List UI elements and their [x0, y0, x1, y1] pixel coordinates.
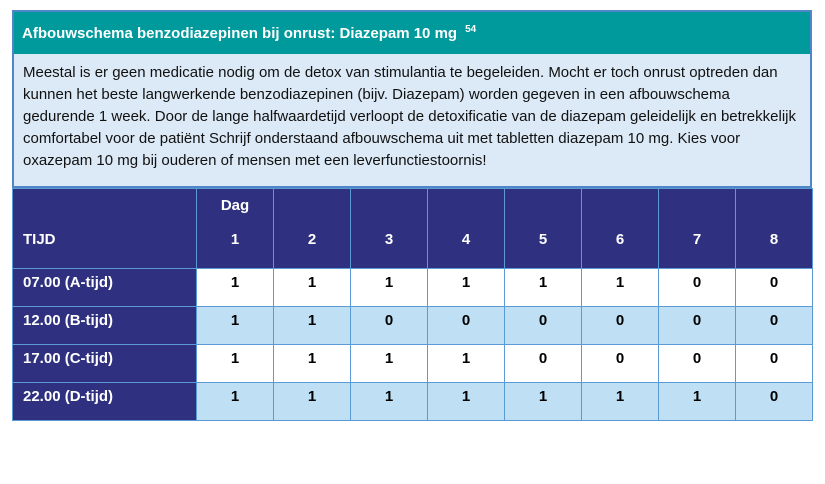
content-wrap: Afbouwschema benzodiazepinen bij onrust:… — [12, 10, 813, 421]
header-cell-day-8: 8 — [735, 188, 813, 269]
dose-cell: 1 — [273, 306, 351, 345]
table-header-row: TIJD Dag 1 2 3 — [12, 188, 813, 269]
title-bar: Afbouwschema benzodiazepinen bij onrust:… — [14, 12, 810, 54]
dose-cell: 0 — [735, 382, 813, 421]
header-spacer — [13, 189, 196, 223]
dose-cell: 1 — [427, 344, 505, 383]
intro-paragraph: Meestal is er geen medicatie nodig om de… — [14, 54, 810, 186]
dosing-schedule-table: TIJD Dag 1 2 3 — [12, 188, 813, 421]
dose-cell: 0 — [658, 306, 736, 345]
header-spacer — [428, 189, 504, 223]
day-number: 7 — [692, 231, 702, 248]
dose-cell: 1 — [427, 382, 505, 421]
dose-cell: 0 — [350, 306, 428, 345]
dag-label: Dag — [220, 197, 250, 214]
time-cell: 17.00 (C-tijd) — [12, 344, 197, 383]
header-cell-day-3: 3 — [350, 188, 428, 269]
header-cell-day-7: 7 — [658, 188, 736, 269]
day-number: 4 — [461, 231, 471, 248]
dose-cell: 0 — [504, 344, 582, 383]
dose-cell: 1 — [196, 382, 274, 421]
dose-cell: 1 — [196, 268, 274, 307]
dose-cell: 1 — [658, 382, 736, 421]
dose-cell: 0 — [427, 306, 505, 345]
header-spacer — [736, 189, 812, 223]
dose-cell: 0 — [735, 344, 813, 383]
tijd-label: TIJD — [23, 231, 56, 248]
dose-cell: 1 — [196, 306, 274, 345]
dose-cell: 0 — [658, 268, 736, 307]
dose-cell: 0 — [504, 306, 582, 345]
table-row: 12.00 (B-tijd) 1 1 0 0 0 0 0 0 — [12, 306, 813, 345]
content-panel: Afbouwschema benzodiazepinen bij onrust:… — [12, 10, 812, 188]
header-cell-day-5: 5 — [504, 188, 582, 269]
dose-cell: 1 — [504, 268, 582, 307]
dose-cell: 1 — [350, 382, 428, 421]
dose-cell: 1 — [273, 344, 351, 383]
dose-cell: 1 — [273, 268, 351, 307]
page-title: Afbouwschema benzodiazepinen bij onrust:… — [22, 25, 458, 42]
header-cell-day-4: 4 — [427, 188, 505, 269]
dose-cell: 1 — [273, 382, 351, 421]
day-number: 6 — [615, 231, 625, 248]
dose-cell: 0 — [658, 344, 736, 383]
time-cell: 07.00 (A-tijd) — [12, 268, 197, 307]
dose-cell: 1 — [504, 382, 582, 421]
header-spacer — [582, 189, 658, 223]
table-row: 22.00 (D-tijd) 1 1 1 1 1 1 1 0 — [12, 382, 813, 421]
dose-cell: 1 — [427, 268, 505, 307]
header-spacer — [274, 189, 350, 223]
table-row: 07.00 (A-tijd) 1 1 1 1 1 1 0 0 — [12, 268, 813, 307]
header-spacer — [505, 189, 581, 223]
dose-cell: 1 — [581, 268, 659, 307]
header-spacer — [351, 189, 427, 223]
day-number: 8 — [769, 231, 779, 248]
dose-cell: 1 — [350, 268, 428, 307]
time-cell: 22.00 (D-tijd) — [12, 382, 197, 421]
header-cell-tijd: TIJD — [12, 188, 197, 269]
header-cell-day-2: 2 — [273, 188, 351, 269]
header-spacer — [659, 189, 735, 223]
time-cell: 12.00 (B-tijd) — [12, 306, 197, 345]
dose-cell: 0 — [735, 306, 813, 345]
dose-cell: 0 — [581, 306, 659, 345]
day-number: 5 — [538, 231, 548, 248]
table-row: 17.00 (C-tijd) 1 1 1 1 0 0 0 0 — [12, 344, 813, 383]
dose-cell: 1 — [196, 344, 274, 383]
header-cell-day-6: 6 — [581, 188, 659, 269]
day-number: 1 — [230, 231, 240, 248]
dose-cell: 1 — [350, 344, 428, 383]
day-number: 3 — [384, 231, 394, 248]
header-cell-day-1: Dag 1 — [196, 188, 274, 269]
dose-cell: 0 — [581, 344, 659, 383]
reference-superscript: 54 — [465, 24, 477, 35]
dose-cell: 0 — [735, 268, 813, 307]
dose-cell: 1 — [581, 382, 659, 421]
day-number: 2 — [307, 231, 317, 248]
